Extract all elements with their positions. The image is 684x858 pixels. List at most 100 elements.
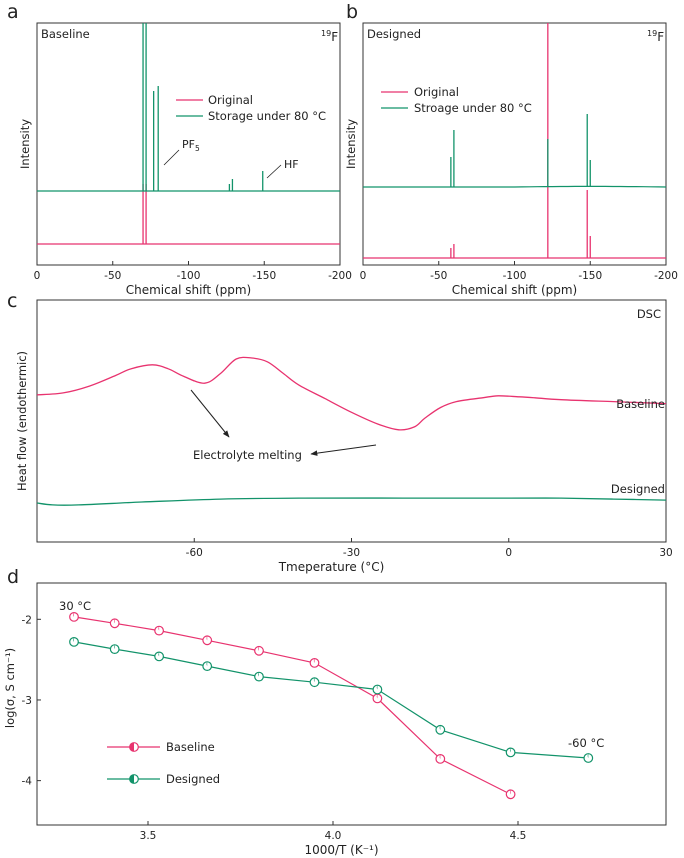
dsc-curve-designed [36, 497, 667, 506]
point-baseline-3-half [206, 636, 208, 641]
xtick-label-b-1: -50 [430, 270, 447, 282]
annotation-hf: HF [266, 158, 299, 179]
point-baseline-7 [435, 754, 446, 764]
point-baseline-6 [372, 693, 383, 704]
point-designed-2 [154, 651, 165, 662]
label-30c: 30 °C [59, 599, 91, 613]
dsc-curve-baseline [36, 356, 667, 431]
legend-d-designed: Designed [166, 772, 220, 786]
point-designed-8-ring [505, 747, 516, 758]
ylabel-a: Intensity [18, 119, 32, 169]
point-designed-6 [372, 684, 383, 695]
point-baseline-5-half [313, 658, 315, 663]
point-designed-5 [309, 677, 320, 688]
point-baseline-5 [309, 658, 320, 668]
point-baseline-1 [109, 618, 120, 629]
melting-arrow-2 [310, 444, 377, 456]
ytick-label-d-0: -2 [22, 614, 32, 626]
point-baseline-4-half [258, 646, 259, 651]
axes-d: 3.5 4.0 4.5 -2 -3 -4 1000/T (K⁻¹) log(σ, S cm⁻¹… [3, 614, 526, 857]
legend-marker-baseline-half [129, 742, 134, 752]
xtick-label-a-0: 0 [34, 270, 41, 282]
annotation-pf5: PF5 [163, 138, 200, 166]
xtick-label-b-0: 0 [360, 270, 367, 282]
xlabel-d: 1000/T (K⁻¹) [304, 843, 378, 857]
spectra-a [37, 23, 340, 245]
legend-a-storage: Storage under 80 °C [208, 109, 326, 123]
nucleus-label-a: 19F [321, 29, 338, 44]
melting-arrow-1 [190, 389, 230, 438]
xtick-label-c-2: 0 [505, 547, 512, 559]
xtick-label-d-2: 4.5 [510, 830, 527, 842]
melting-label: Electrolyte melting [193, 448, 302, 462]
ylabel-d: log(σ, S cm⁻¹) [3, 648, 17, 728]
point-designed-3-half [206, 661, 208, 667]
point-designed-8-half [510, 748, 511, 753]
trace-b-series-1 [363, 185, 667, 188]
point-designed-4 [254, 671, 264, 682]
legend-marker-designed-half [129, 774, 134, 784]
xtick-label-a-1: -50 [104, 270, 121, 282]
legend-d-baseline: Baseline [166, 740, 215, 754]
legend-d-marker-baseline [129, 742, 139, 752]
point-designed-3 [202, 661, 213, 671]
legend-d-marker-designed [129, 774, 139, 784]
panel-label-b: b [346, 1, 358, 23]
nucleus-label-b: 19F [647, 29, 664, 44]
legend-d: Baseline Designed [107, 740, 220, 786]
point-designed-1 [109, 644, 120, 654]
xtick-label-b-4: -200 [654, 270, 678, 282]
legend-marker-baseline [129, 742, 139, 752]
line-designed [73, 641, 589, 759]
spectra-b [363, 23, 667, 259]
xtick-label-a-3: -150 [252, 270, 276, 282]
panel-label-d: d [7, 566, 19, 588]
legend-marker-designed [129, 774, 139, 784]
curve-label-baseline: Baseline [616, 397, 665, 411]
ytick-label-d-2: -4 [22, 776, 33, 788]
xlabel-c: Tmeperature (°C) [278, 560, 385, 574]
line-baseline [73, 616, 511, 795]
xtick-label-d-0: 3.5 [140, 830, 157, 842]
panel-a-nmr-baseline: a Baseline 19F Original Storage under 80… [7, 1, 352, 297]
plot-frame-d [36, 582, 667, 826]
axes-a: 0 -50 -100 -150 -200 Chemical shift (ppm) Inte… [18, 119, 352, 297]
point-designed-7-half [439, 725, 441, 730]
point-baseline-8 [505, 789, 516, 800]
point-designed-9-half [587, 753, 589, 759]
xtick-label-a-4: -200 [328, 270, 352, 282]
hf-label: HF [284, 158, 299, 171]
panel-b-nmr-designed: b Designed 19F Original Stroage under 80… [344, 1, 678, 297]
xlabel-b: Chemical shift (ppm) [452, 283, 578, 297]
point-baseline-0-half [73, 612, 74, 617]
axes-c: -60 -30 0 30 Tmeperature (°C) Heat flow (endo… [15, 351, 673, 574]
plot-frame-c [36, 299, 667, 543]
xtick-label-a-2: -100 [177, 270, 201, 282]
xtick-label-c-3: 30 [659, 547, 672, 559]
label-minus60c: -60 °C [568, 736, 604, 750]
point-baseline-8-ring [505, 789, 516, 800]
point-baseline-2 [154, 625, 165, 636]
hf-arrow [266, 164, 282, 179]
xlabel-a: Chemical shift (ppm) [126, 283, 252, 297]
point-designed-6-ring [372, 684, 383, 695]
panel-c-dsc: c DSC Electrolyte melting Baseline Desig… [7, 290, 673, 574]
legend-b-original: Original [414, 85, 459, 99]
point-designed-7 [435, 724, 446, 735]
point-designed-9 [583, 753, 594, 763]
xtick-label-c-1: -30 [343, 547, 360, 559]
point-baseline-3 [202, 635, 213, 646]
point-designed-2-half [158, 652, 160, 657]
annotation-electrolyte-melting: Electrolyte melting [190, 389, 377, 462]
axes-b: 0 -50 -100 -150 -200 Chemical shift (ppm) Inte… [344, 119, 678, 297]
point-baseline-6-ring [372, 693, 383, 704]
point-baseline-8-half [510, 790, 511, 795]
point-designed-4-half [258, 672, 259, 677]
point-designed-1-half [114, 644, 115, 650]
point-baseline-2-half [158, 626, 160, 631]
panel-d-conductivity: d 30 °C -60 °C Baseline Designed 3.5 4.0 4… [3, 566, 667, 857]
point-designed-6-half [376, 685, 378, 690]
point-designed-0-half [73, 637, 74, 642]
panel-label-a: a [7, 1, 19, 23]
